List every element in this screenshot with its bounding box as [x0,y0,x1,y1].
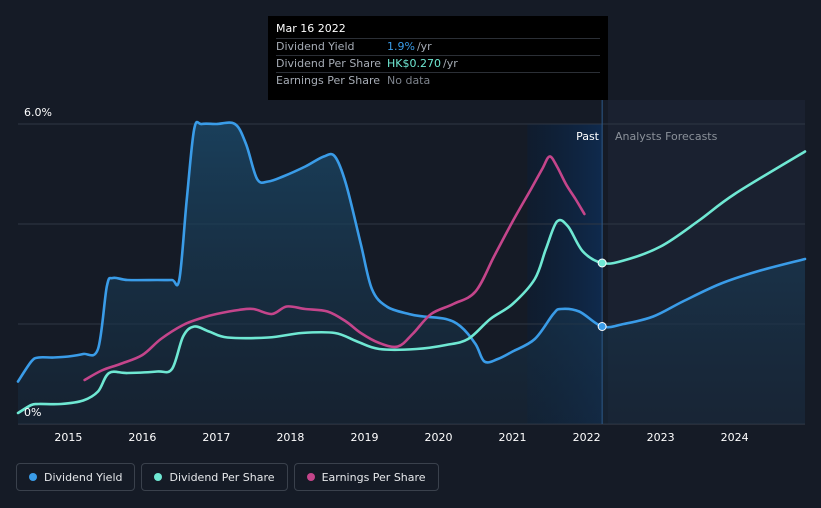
area-layer [18,122,805,424]
x-tick-label: 2017 [202,431,230,444]
y-tick-bottom: 0% [24,406,41,419]
x-tick-label: 2022 [573,431,601,444]
line-layer [16,120,807,415]
x-tick-label: 2021 [499,431,527,444]
x-tick-label: 2020 [425,431,453,444]
marker-layer [597,258,607,331]
legend-label: Dividend Yield [44,470,123,484]
tooltip-unit: /yr [416,40,432,53]
x-tick-label: 2015 [54,431,82,444]
tooltip-label: Dividend Per Share [276,57,382,70]
x-axis-ticks: 2015 2016 2017 2018 2019 2020 2021 2022 2023 2024 [54,431,748,444]
y-tick-top: 6.0% [24,106,52,119]
x-tick-label: 2024 [721,431,749,444]
tooltip: Mar 16 2022 Dividend Yield 1.9% /yr Divi… [268,16,608,100]
tooltip-unit: /yr [442,57,458,70]
x-tick-label: 2016 [128,431,156,444]
tooltip-row-earnings-per-share: Earnings Per Share No data [276,72,600,89]
x-tick-label: 2023 [647,431,675,444]
legend-dividend-per-share[interactable]: Dividend Per Share [141,463,288,491]
past-label: Past [576,130,600,143]
x-tick-label: 2019 [350,431,378,444]
legend-label: Dividend Per Share [169,470,275,484]
tooltip-value: 1.9% [387,40,415,53]
tooltip-value: No data [387,74,431,87]
tooltip-label: Earnings Per Share [276,74,381,87]
tooltip-date: Mar 16 2022 [276,22,346,35]
legend-dot-icon [306,473,315,481]
legend-dividend-yield[interactable]: Dividend Yield [16,463,136,491]
legend-dot-icon [154,473,163,481]
dividend-yield-line [16,120,807,383]
legend-earnings-per-share[interactable]: Earnings Per Share [293,463,439,491]
tooltip-label: Dividend Yield [276,40,355,53]
tooltip-value: HK$0.270 [387,57,441,70]
dividend-per-share-line [16,150,807,415]
tooltip-row-dividend-per-share: Dividend Per Share HK$0.270 /yr [276,55,600,72]
forecast-label: Analysts Forecasts [615,130,718,143]
dividend-yield-marker [597,322,607,331]
chart-legend: Dividend Yield Dividend Per Share Earnin… [16,463,439,491]
legend-label: Earnings Per Share [321,470,426,484]
dividend-yield-area [18,122,805,424]
x-tick-label: 2018 [276,431,304,444]
earnings-per-share-line [83,155,586,382]
legend-dot-icon [29,473,37,481]
tooltip-row-dividend-yield: Dividend Yield 1.9% /yr [276,38,600,55]
dividend-per-share-marker [597,258,607,268]
